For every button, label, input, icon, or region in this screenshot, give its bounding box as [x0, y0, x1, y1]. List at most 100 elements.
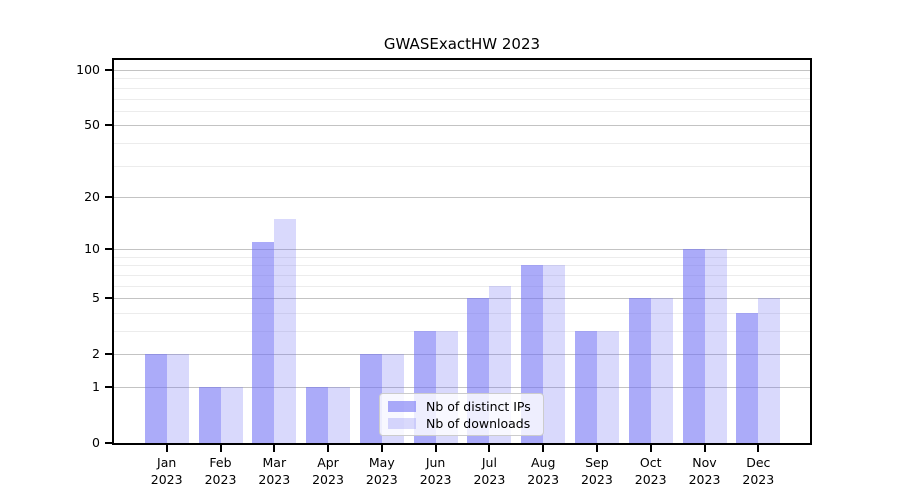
gridline-minor [114, 285, 810, 287]
x-tick-month: Jun [425, 455, 446, 470]
gridline-major [114, 70, 810, 71]
y-tick-label: 10 [84, 241, 100, 257]
x-tick [649, 445, 652, 452]
y-tick [105, 195, 112, 198]
y-tick-label: 100 [76, 62, 100, 77]
x-tick [219, 445, 222, 452]
x-tick-month: Apr [317, 455, 339, 470]
x-tick-month: Aug [530, 455, 556, 470]
x-tick-month: Jan [157, 455, 177, 470]
x-tick [380, 445, 383, 452]
x-tick-month: Oct [639, 455, 662, 470]
y-tick [105, 442, 112, 444]
x-tick-month: Feb [209, 455, 232, 470]
legend-entry-downloads: Nb of downloads [388, 416, 543, 431]
x-tick-month: Dec [746, 455, 771, 470]
gridline-minor [114, 78, 810, 80]
x-tick-label-aug: Aug 2023 [513, 454, 573, 488]
gridline-major [114, 387, 810, 388]
x-tick-year: 2023 [580, 472, 613, 487]
legend: Nb of distinct IPs Nb of downloads [379, 393, 544, 436]
gridline-minor [114, 98, 810, 100]
bar-apr-downloads [328, 387, 350, 443]
y-tick [105, 69, 112, 71]
chart-title: GWASExactHW 2023 [383, 35, 541, 53]
y-tick-label: 5 [92, 290, 100, 306]
gridline-major [114, 249, 810, 251]
bar-dec-distinct-ips [736, 312, 759, 443]
x-tick-year: 2023 [527, 472, 560, 487]
x-tick-label-may: May 2023 [352, 454, 412, 488]
y-tick-label: 1 [92, 379, 100, 394]
y-tick-label: 50 [84, 117, 100, 133]
x-tick-label-jan: Jan 2023 [137, 454, 197, 488]
bar-sep-distinct-ips [574, 331, 597, 443]
bar-oct-distinct-ips [628, 298, 651, 443]
x-tick-year: 2023 [365, 472, 398, 487]
x-tick [757, 445, 760, 452]
x-tick-label-mar: Mar 2023 [244, 454, 304, 488]
x-tick-year: 2023 [419, 472, 452, 487]
x-tick-label-nov: Nov 2023 [675, 454, 735, 488]
y-tick [105, 248, 112, 251]
y-tick [105, 353, 112, 356]
y-tick [105, 124, 112, 127]
x-tick-year: 2023 [634, 472, 667, 487]
gridline-minor [114, 142, 810, 144]
gridline-minor [114, 274, 810, 276]
bar-aug-downloads [543, 265, 566, 443]
x-tick-year: 2023 [742, 472, 775, 487]
x-tick-month: Nov [692, 455, 717, 470]
y-tick [105, 297, 112, 300]
x-tick [327, 445, 329, 452]
x-tick-year: 2023 [150, 472, 183, 487]
x-tick-year: 2023 [312, 472, 344, 487]
bar-jan-distinct-ips [144, 354, 167, 443]
bar-mar-distinct-ips [252, 242, 275, 443]
bar-jan-downloads [166, 354, 189, 443]
x-tick [488, 445, 491, 452]
x-tick-month: Mar [262, 455, 287, 470]
legend-label-downloads: Nb of downloads [426, 415, 531, 431]
x-tick-month: Jul [481, 455, 497, 470]
gridline-major [114, 354, 810, 356]
y-tick-label: 0 [92, 435, 100, 450]
x-tick [703, 445, 706, 452]
bar-may-distinct-ips [359, 354, 382, 443]
x-tick-label-jun: Jun 2023 [406, 454, 466, 488]
bar-oct-downloads [650, 298, 673, 443]
gridline-major [114, 125, 810, 127]
bar-nov-downloads [704, 249, 727, 443]
x-tick-label-oct: Oct 2023 [621, 454, 681, 488]
bar-mar-downloads [274, 218, 297, 443]
x-tick-year: 2023 [258, 472, 291, 487]
x-tick-label-dec: Dec 2023 [728, 454, 788, 488]
bar-feb-distinct-ips [198, 387, 221, 443]
legend-swatch-downloads [388, 417, 416, 429]
gridline-major [114, 196, 810, 198]
x-tick [273, 445, 276, 452]
legend-swatch-distinct-ips [388, 400, 416, 412]
legend-entry-distinct-ips: Nb of distinct IPs [388, 399, 543, 414]
x-tick-label-apr: Apr 2023 [298, 454, 358, 488]
x-tick-month: Sep [585, 455, 609, 470]
y-tick-label: 20 [84, 188, 100, 204]
x-tick-year: 2023 [688, 472, 721, 487]
gridline-major [114, 298, 810, 300]
bar-apr-distinct-ips [306, 387, 328, 443]
bar-dec-downloads [758, 298, 781, 443]
y-tick [105, 386, 112, 388]
bar-sep-downloads [596, 331, 619, 443]
gridline-minor [114, 331, 810, 332]
gridline-minor [114, 87, 810, 89]
bar-feb-downloads [220, 387, 243, 443]
x-tick [434, 445, 437, 452]
gridline-minor [114, 165, 810, 167]
x-tick [595, 445, 598, 452]
x-tick-label-feb: Feb 2023 [191, 454, 251, 488]
gridline-minor [114, 312, 810, 314]
bar-nov-distinct-ips [682, 249, 705, 443]
x-tick-label-sep: Sep 2023 [567, 454, 627, 488]
x-tick-year: 2023 [473, 472, 506, 487]
